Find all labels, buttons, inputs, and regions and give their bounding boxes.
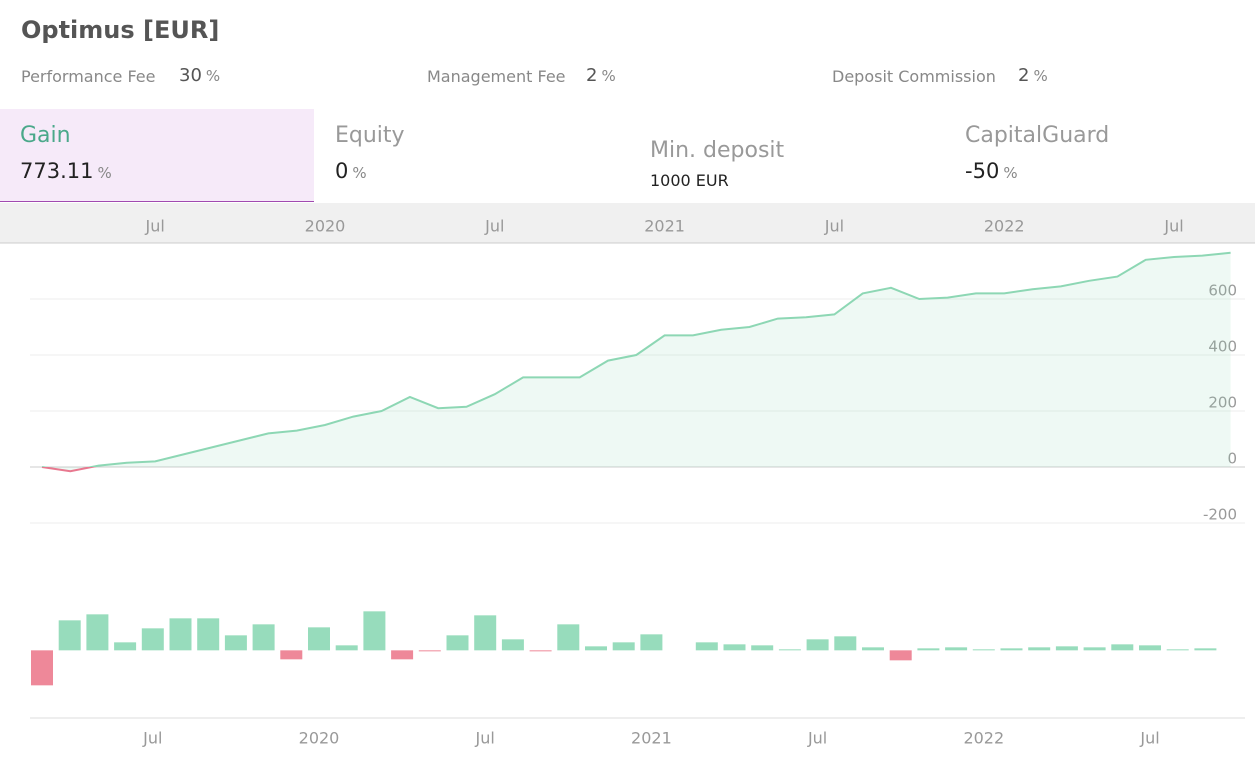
bar xyxy=(1083,647,1106,651)
x-tick-label: Jul xyxy=(807,729,827,748)
bar xyxy=(418,650,441,652)
bar xyxy=(1194,648,1217,651)
tab[interactable]: CapitalGuard -50% xyxy=(945,109,1255,201)
bar xyxy=(585,646,607,651)
bar xyxy=(529,650,552,652)
fee-value: 2% xyxy=(586,65,616,86)
bar xyxy=(557,624,580,651)
bar xyxy=(501,639,524,651)
fee-unit: % xyxy=(205,67,221,85)
bar xyxy=(778,649,801,651)
x-tick-label: 2022 xyxy=(984,217,1025,236)
x-tick-label: 2022 xyxy=(963,729,1004,748)
bar xyxy=(474,615,497,651)
fee-label: Deposit Commission xyxy=(832,67,996,86)
tab-label: Equity xyxy=(335,123,405,148)
bar xyxy=(640,634,663,651)
tab-value: 773.11% xyxy=(20,159,112,183)
x-tick-label: Jul xyxy=(824,217,844,236)
fee-value: 2% xyxy=(1018,65,1048,86)
x-tick-label: Jul xyxy=(142,729,162,748)
x-tick-label: Jul xyxy=(1163,217,1183,236)
bar xyxy=(252,624,275,651)
y-tick-label: 400 xyxy=(1208,338,1237,356)
area xyxy=(42,252,1231,472)
tab-value: 1000 EUR xyxy=(650,171,729,190)
bar xyxy=(751,645,774,651)
bar xyxy=(889,650,912,661)
fee-label: Performance Fee xyxy=(21,67,156,86)
bar xyxy=(363,611,386,651)
tab-label: Min. deposit xyxy=(650,138,785,163)
bar xyxy=(723,644,746,651)
bar xyxy=(446,635,469,651)
tab[interactable]: Equity 0% xyxy=(315,109,629,201)
fee-unit: % xyxy=(1033,67,1048,85)
bar xyxy=(1111,644,1134,651)
y-tick-label: -200 xyxy=(1203,506,1237,524)
tab-value: -50% xyxy=(965,159,1018,183)
tab-label: CapitalGuard xyxy=(965,123,1110,148)
y-tick-label: 600 xyxy=(1208,282,1237,300)
tab[interactable]: Gain 773.11% xyxy=(0,109,314,202)
y-tick-label: 200 xyxy=(1208,394,1237,412)
bar xyxy=(972,649,995,651)
bar xyxy=(308,627,330,651)
x-tick-label: 2021 xyxy=(631,729,672,748)
fee-label: Management Fee xyxy=(427,67,566,86)
bar xyxy=(1139,645,1161,651)
tab-value: 0% xyxy=(335,159,367,183)
fee-value: 30% xyxy=(179,65,221,86)
bar xyxy=(1028,647,1051,651)
bar xyxy=(224,635,247,651)
title: Optimus [EUR] xyxy=(21,16,220,44)
x-tick-label: Jul xyxy=(1139,729,1159,748)
tab-unit: % xyxy=(97,164,112,182)
bar xyxy=(806,639,829,651)
x-tick-label: 2020 xyxy=(305,217,346,236)
bar xyxy=(391,650,414,660)
fee-unit: % xyxy=(601,67,616,85)
x-tick-label: Jul xyxy=(484,217,504,236)
bar xyxy=(834,636,857,651)
bar xyxy=(695,642,718,651)
y-tick-label: 0 xyxy=(1227,450,1237,468)
x-tick-label: 2021 xyxy=(644,217,685,236)
bar xyxy=(141,628,164,651)
bar xyxy=(1166,649,1189,651)
bar xyxy=(169,618,192,651)
x-tick-label: 2020 xyxy=(299,729,340,748)
bar xyxy=(86,614,109,651)
bar xyxy=(1055,646,1078,651)
bar xyxy=(197,618,220,651)
tab-label: Gain xyxy=(20,123,71,148)
bar xyxy=(945,647,968,651)
bar xyxy=(917,648,940,651)
tab[interactable]: Min. deposit 1000 EUR xyxy=(630,109,944,201)
bar xyxy=(31,650,53,686)
bar xyxy=(612,642,635,651)
bar xyxy=(335,645,358,651)
line xyxy=(41,251,1231,473)
tab-unit: % xyxy=(1003,164,1018,182)
x-axis-band xyxy=(0,203,1255,243)
bar xyxy=(114,642,137,651)
x-tick-label: Jul xyxy=(475,729,495,748)
bar xyxy=(280,650,303,660)
tab-unit: % xyxy=(352,164,367,182)
bar xyxy=(1000,648,1023,651)
x-tick-label: Jul xyxy=(145,217,165,236)
bar xyxy=(862,647,884,651)
bar xyxy=(58,620,81,651)
